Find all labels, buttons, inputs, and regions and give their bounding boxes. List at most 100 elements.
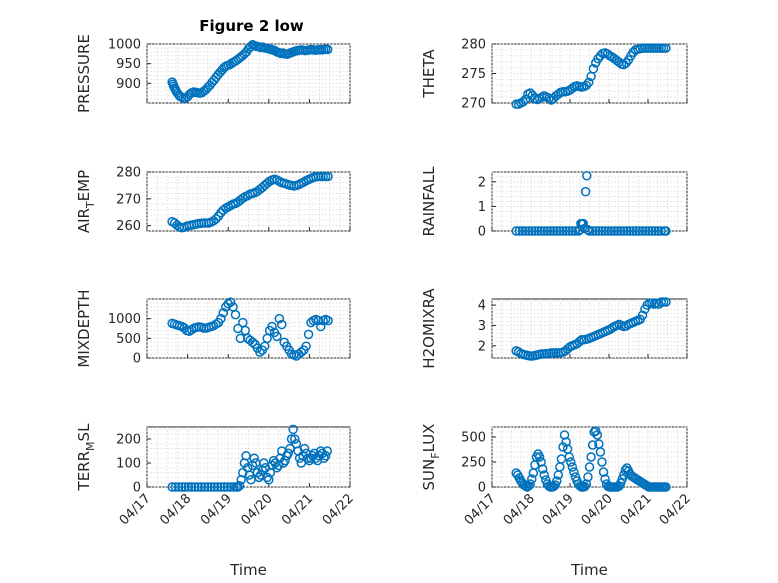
y-tick-label: 260 [116,219,141,234]
x-tick-label: 04/17 [462,491,499,528]
data-point [583,77,594,88]
data-point [536,226,546,236]
y-tick-label: 2 [478,175,486,190]
data-point [584,462,595,472]
y-tick-label: 270 [461,97,486,112]
data-point [183,482,194,492]
data-point [605,324,615,335]
data-point [525,479,535,489]
data-point [249,453,259,463]
subplot-theta: 270 275 280 THETA [420,38,688,112]
data-point [570,226,581,236]
subplot-air: 260 270 280 AIRTEMP [75,166,351,234]
data-point [173,482,184,492]
data-point [628,226,638,236]
y-axis-label: AIRTEMP [75,170,97,233]
y-tick-label: 500 [116,332,141,347]
data-point [193,482,203,492]
data-point [288,424,298,435]
data-point [545,226,556,236]
x-tick-label: 04/19 [540,491,577,528]
data-point [316,321,326,332]
data-point [274,313,285,324]
data-point [208,320,219,331]
data-point [661,482,671,492]
y-tick-label: 0 [478,481,486,496]
data-point [218,308,229,318]
data-point [514,226,525,236]
y-axis-label: RAINFALL [420,166,438,237]
data-point [209,482,220,492]
data-point [644,226,654,236]
x-tick-label: 04/20 [239,491,276,528]
y-axis-label: TERRMSL [75,423,97,492]
data-point [285,443,295,454]
data-point [593,54,603,64]
data-point [603,226,613,236]
data-point [586,452,596,462]
data-point [656,226,667,236]
data-point [511,468,521,478]
data-point [533,226,543,236]
data-point [569,467,579,477]
data-point [578,218,589,229]
subplot-mixdepth: 0 500 1000 MIXDEPTH [75,289,351,368]
data-point [580,186,591,197]
x-tick-label: 04/18 [501,491,538,528]
data-point [222,482,233,492]
data-point [323,171,333,182]
data-point [562,344,573,354]
data-point [661,226,671,236]
data-point [558,226,568,236]
x-tick-label: 04/17 [117,491,154,528]
data-point [323,315,333,326]
data-point [267,321,277,332]
data-point [244,470,255,480]
data-point [303,329,314,340]
data-point [567,462,578,472]
data-point [180,482,190,492]
data-point [640,226,651,236]
data-point [661,297,671,307]
subplot-sun: 0 250 500 04/17 04/18 04/19 04/20 04/21 04/22 SUN… [420,424,694,579]
data-point [564,452,574,462]
data-point [542,226,553,236]
data-point [290,434,300,444]
data-point [225,297,236,307]
data-point [650,226,660,236]
y-axis-label: PRESSURE [75,34,93,113]
y-tick-label: 2 [478,339,486,354]
data-point [277,319,287,330]
x-tick-label: 04/18 [157,491,194,528]
y-tick-label: 275 [461,67,486,82]
data-point [283,448,294,459]
data-point [320,451,331,461]
subplot-rainfall: 0 1 2 RAINFALL [420,166,688,240]
data-point [566,457,576,467]
data-point [203,482,213,492]
figure-title: Figure 2 low [199,17,304,35]
y-axis-label: THETA [420,49,438,99]
data-point [520,226,531,236]
data-point [621,58,631,68]
data-point [301,341,311,351]
y-tick-label: 270 [116,192,141,207]
data-point [590,226,601,236]
data-point [619,226,629,236]
data-point [223,298,233,309]
x-tick-label: 04/21 [618,491,655,528]
data-point [564,226,574,236]
y-tick-label: 1000 [108,312,141,327]
data-point [170,482,181,492]
y-tick-label: 0 [478,225,486,240]
data-point [199,482,210,492]
data-point [584,226,595,236]
data-point [595,447,606,457]
data-point [167,482,177,492]
y-tick-label: 3 [478,319,486,334]
data-point [597,457,607,467]
data-point [299,443,310,454]
data-point [523,226,534,236]
y-tick-label: 1000 [108,38,141,53]
data-point [642,300,652,310]
